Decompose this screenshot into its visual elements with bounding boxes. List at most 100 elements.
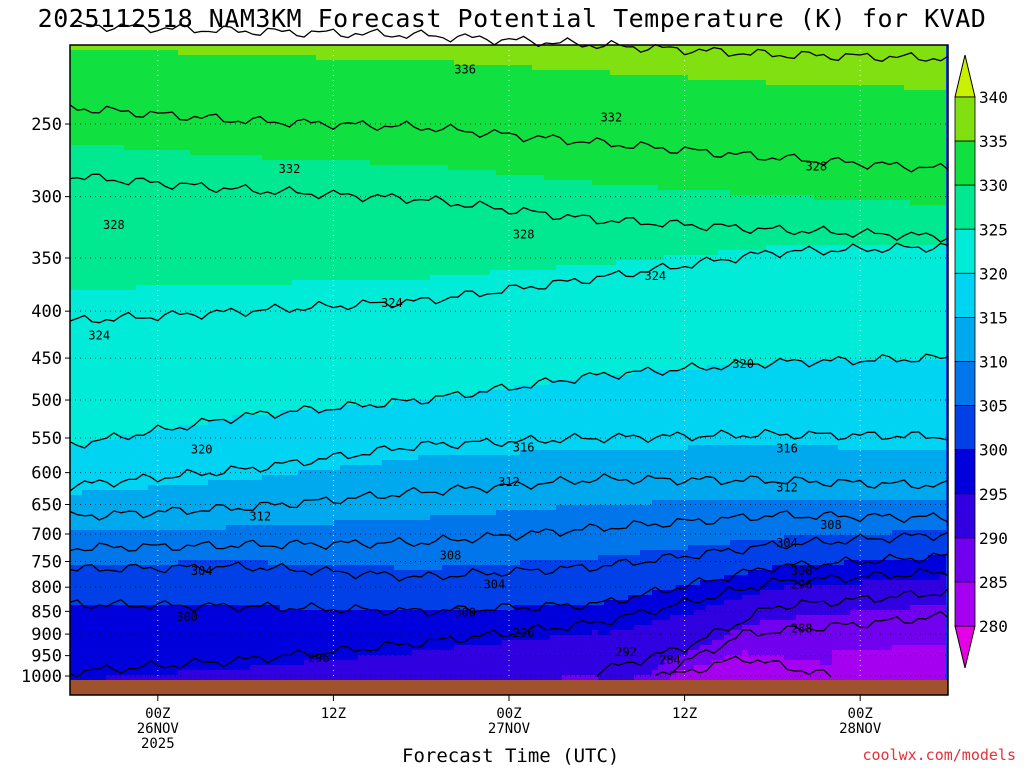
fill-cell <box>232 525 239 531</box>
fill-cell <box>166 225 173 231</box>
fill-cell <box>226 455 233 461</box>
fill-cell <box>148 375 155 381</box>
fill-cell <box>250 75 257 81</box>
fill-cell <box>250 210 257 216</box>
fill-cell <box>130 85 137 91</box>
fill-cell <box>82 475 89 481</box>
fill-cell <box>244 620 251 626</box>
fill-cell <box>88 185 95 191</box>
fill-cell <box>238 245 245 251</box>
fill-cell <box>88 140 95 146</box>
fill-cell <box>166 130 173 136</box>
fill-cell <box>76 110 83 116</box>
fill-cell <box>70 430 77 436</box>
fill-cell <box>292 415 299 421</box>
fill-cell <box>184 65 191 71</box>
fill-cell <box>208 560 215 566</box>
fill-cell <box>262 295 269 301</box>
fill-cell <box>70 345 77 351</box>
fill-cell <box>220 475 227 481</box>
fill-cell <box>196 240 203 246</box>
fill-cell <box>142 645 149 651</box>
fill-cell <box>274 660 281 666</box>
fill-cell <box>232 655 239 661</box>
fill-cell <box>76 650 83 656</box>
fill-cell <box>226 480 233 486</box>
fill-cell <box>130 185 137 191</box>
fill-cell <box>292 615 299 621</box>
fill-cell <box>142 550 149 556</box>
fill-cell <box>226 550 233 556</box>
fill-cell <box>202 380 209 386</box>
fill-cell <box>226 610 233 616</box>
fill-cell <box>112 415 119 421</box>
fill-cell <box>298 615 305 621</box>
fill-cell <box>202 530 209 536</box>
fill-cell <box>298 365 305 371</box>
fill-cell <box>262 640 269 646</box>
fill-cell <box>298 610 305 616</box>
fill-cell <box>142 475 149 481</box>
fill-cell <box>286 265 293 271</box>
fill-cell <box>100 245 107 251</box>
fill-cell <box>130 595 137 601</box>
fill-cell <box>142 300 149 306</box>
fill-cell <box>202 555 209 561</box>
fill-cell <box>280 115 287 121</box>
fill-cell <box>142 290 149 296</box>
fill-cell <box>88 95 95 101</box>
fill-cell <box>178 450 185 456</box>
fill-cell <box>190 70 197 76</box>
fill-cell <box>190 365 197 371</box>
fill-cell <box>70 140 77 146</box>
fill-cell <box>100 525 107 531</box>
fill-cell <box>124 100 131 106</box>
fill-cell <box>124 315 131 321</box>
fill-cell <box>268 640 275 646</box>
fill-cell <box>76 470 83 476</box>
fill-cell <box>250 665 257 671</box>
fill-cell <box>286 240 293 246</box>
fill-cell <box>82 595 89 601</box>
fill-cell <box>232 520 239 526</box>
fill-cell <box>256 105 263 111</box>
fill-cell <box>130 260 137 266</box>
fill-cell <box>70 85 77 91</box>
fill-cell <box>82 485 89 491</box>
fill-cell <box>214 255 221 261</box>
fill-cell <box>106 390 113 396</box>
fill-cell <box>268 295 275 301</box>
fill-cell <box>268 235 275 241</box>
fill-cell <box>304 220 311 226</box>
fill-cell <box>70 490 77 496</box>
fill-cell <box>82 665 89 671</box>
fill-cell <box>220 310 227 316</box>
fill-cell <box>136 335 143 341</box>
fill-cell <box>136 265 143 271</box>
fill-cell <box>136 475 143 481</box>
fill-cell <box>112 490 119 496</box>
fill-cell <box>178 350 185 356</box>
fill-cell <box>250 545 257 551</box>
fill-cell <box>148 420 155 426</box>
fill-cell <box>268 355 275 361</box>
fill-cell <box>124 330 131 336</box>
fill-cell <box>202 100 209 106</box>
fill-cell <box>202 65 209 71</box>
fill-cell <box>214 440 221 446</box>
fill-cell <box>82 510 89 516</box>
fill-cell <box>250 590 257 596</box>
fill-cell <box>214 350 221 356</box>
fill-cell <box>76 285 83 291</box>
fill-cell <box>292 350 299 356</box>
fill-cell <box>94 445 101 451</box>
fill-cell <box>178 120 185 126</box>
fill-cell <box>112 320 119 326</box>
fill-cell <box>184 75 191 81</box>
fill-cell <box>100 165 107 171</box>
fill-cell <box>118 195 125 201</box>
fill-cell <box>166 120 173 126</box>
fill-cell <box>286 275 293 281</box>
fill-cell <box>196 415 203 421</box>
fill-cell <box>286 560 293 566</box>
